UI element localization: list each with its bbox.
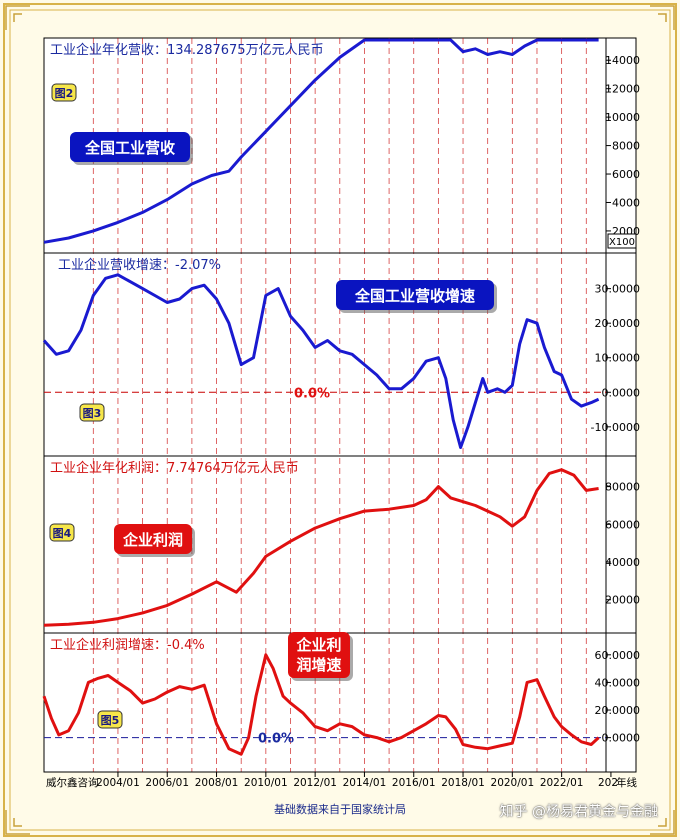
- series-line: [43, 468, 599, 627]
- y-tick-label: 80000: [605, 481, 640, 494]
- source-label: 威尔鑫咨询: [46, 776, 99, 789]
- x-tick-label: 2010/01: [244, 777, 288, 789]
- unit-label: X100: [609, 237, 635, 248]
- footer-source: 基础数据来自于国家统计局: [274, 803, 406, 816]
- x-extra-label: 年线: [616, 776, 637, 789]
- y-tick-label: -10.0000: [591, 421, 640, 434]
- panel-4: 0.0% 0.0000 20.0000 40.0000 60.0000 工业企业利润增速：…: [42, 632, 641, 756]
- banner-label: 全国工业营收: [84, 139, 175, 157]
- y-tick-label: 60000: [605, 518, 640, 531]
- series-line: [43, 38, 599, 244]
- y-tick-label: 60.0000: [595, 649, 641, 662]
- y-tick-label: 40000: [605, 556, 640, 569]
- y-tick-label: 8000: [612, 140, 640, 153]
- y-tick-label: 12000: [605, 83, 640, 96]
- x-tick-label: 2016/01: [392, 777, 436, 789]
- banner-label: 企业利: [295, 636, 341, 654]
- panel-1: 2000400060008000100001200014000工业企业年化营收：…: [43, 38, 640, 249]
- series-line: [42, 653, 600, 756]
- y-tick-label: 20.0000: [595, 704, 641, 717]
- figure-badge-label: 图3: [83, 407, 102, 420]
- y-tick-label: 10000: [605, 111, 640, 124]
- figure-badge: [97, 710, 123, 729]
- panel-3: 20000 40000 60000 80000 工业企业年化利润：7.74764万亿元人…: [43, 455, 640, 627]
- figure-badge: [79, 403, 105, 422]
- banner-label: 全国工业营收增速: [354, 287, 475, 305]
- y-tick-label: 0.0000: [602, 732, 641, 745]
- panel-title: 工业企业年化利润：7.74764万亿元人民币: [50, 460, 299, 476]
- panel-title: 工业企业利润增速：-0.4%: [50, 637, 205, 653]
- x-tick-label: 2004/01: [96, 777, 140, 789]
- banner-label: 企业利润: [122, 531, 183, 549]
- banner-box: [336, 280, 494, 310]
- y-tick-label: 40.0000: [595, 676, 641, 689]
- y-tick-label: 20000: [605, 594, 640, 607]
- x-tick-label: 2014/01: [343, 777, 387, 789]
- banner-box: [288, 632, 350, 678]
- x-tick-label: 2022/01: [540, 777, 584, 789]
- figure-badge-label: 图2: [55, 87, 74, 100]
- panel-title: 工业企业营收增速：-2.07%: [58, 257, 221, 273]
- y-tick-label: 6000: [612, 168, 640, 181]
- figure-badge: [51, 83, 77, 102]
- x-tick-label: 2008/01: [195, 777, 239, 789]
- banner-label: 润增速: [296, 656, 341, 674]
- x-tick-label: 202: [598, 777, 618, 789]
- x-tick-label: 2018/01: [441, 777, 485, 789]
- y-tick-label: 4000: [612, 196, 640, 209]
- panel-2: 0.0% -10.0000 0.0000 10.0000 20.0000 30.0000 工…: [42, 252, 641, 449]
- figure-badge-label: 图4: [53, 527, 72, 540]
- x-tick-label: 2020/01: [491, 777, 535, 789]
- corner-ornament-icon: [5, 5, 675, 835]
- zero-label: 0.0%: [294, 386, 330, 401]
- watermark: 知乎 @杨易君黄金与金融: [499, 804, 658, 820]
- figure-badge-label: 图5: [101, 714, 120, 727]
- y-tick-label: 20.0000: [595, 317, 641, 330]
- y-tick-label: 0.0000: [602, 386, 641, 399]
- figure-badge: [49, 523, 75, 542]
- unit-box: [607, 233, 637, 249]
- y-tick-label: 10.0000: [595, 352, 641, 365]
- y-tick-label: 14000: [605, 54, 640, 67]
- zero-label: 0.0%: [258, 732, 294, 747]
- series-line: [42, 273, 600, 449]
- x-tick-label: 2012/01: [293, 777, 337, 789]
- y-tick-label: 30.0000: [595, 283, 641, 296]
- panel-title: 工业企业年化营收：134.287675万亿元人民币: [50, 42, 324, 58]
- banner-box: [70, 132, 190, 162]
- x-tick-label: 2006/01: [145, 777, 189, 789]
- banner-box: [114, 524, 192, 554]
